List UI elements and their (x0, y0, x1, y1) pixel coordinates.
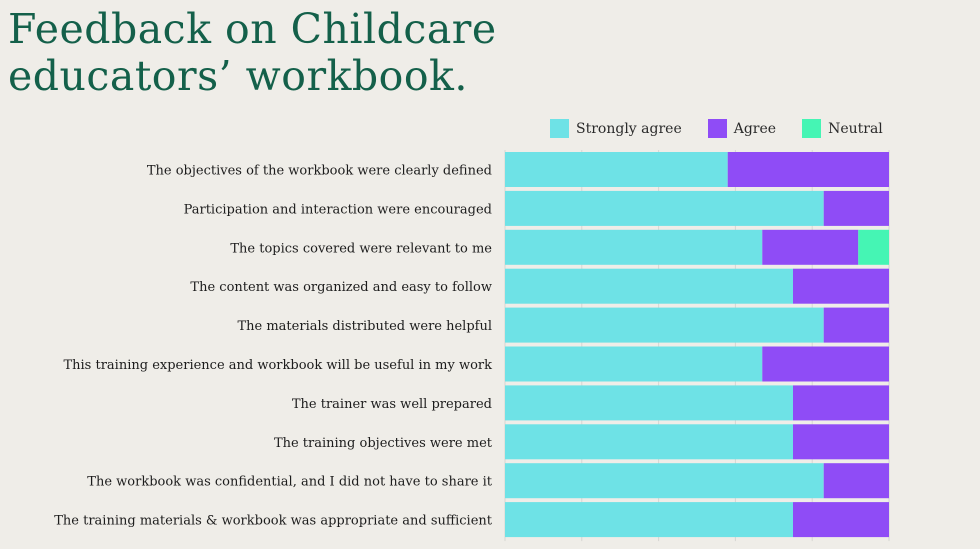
bar-segment-agree (823, 463, 889, 499)
bar-segment-agree (727, 152, 889, 187)
bar-row: The training objectives were met (274, 424, 889, 460)
chart-title: Feedback on Childcare educators’ workboo… (8, 6, 497, 100)
bar-row: The workbook was confidential, and I did… (87, 463, 889, 499)
legend-swatch-strongly-agree (550, 119, 569, 138)
category-label: Participation and interaction were encou… (184, 202, 492, 217)
bar-segment-agree (793, 424, 889, 460)
legend-swatch-neutral (802, 119, 822, 138)
legend-label-neutral: Neutral (828, 120, 883, 137)
bar-segment-strongly-agree (505, 152, 728, 187)
category-label: The training objectives were met (274, 436, 493, 451)
legend-label-agree: Agree (733, 120, 777, 137)
category-label: The training materials & workbook was ap… (54, 514, 493, 529)
title-line-2: educators’ workbook. (8, 52, 468, 100)
legend: Strongly agree Agree Neutral (550, 119, 909, 138)
bar-segment-agree (762, 346, 889, 382)
bar-segment-strongly-agree (505, 229, 763, 265)
legend-item-agree: Agree (707, 119, 777, 138)
bar-segment-strongly-agree (505, 268, 793, 304)
category-label: The materials distributed were helpful (237, 319, 492, 334)
bar-segment-strongly-agree (505, 307, 824, 343)
bar-segment-agree (823, 190, 889, 226)
legend-item-strongly-agree: Strongly agree (550, 119, 682, 138)
bar-segment-agree (793, 268, 889, 304)
bar-segment-strongly-agree (505, 190, 824, 226)
category-label: The objectives of the workbook were clea… (147, 164, 492, 179)
bar-segment-neutral (858, 229, 889, 265)
bar-segment-agree (793, 502, 889, 538)
bar-row: This training experience and workbook wi… (63, 346, 889, 382)
bar-row: The topics covered were relevant to me (230, 229, 889, 265)
legend-swatch-agree (707, 119, 727, 138)
legend-item-neutral: Neutral (802, 119, 883, 138)
bar-segment-agree (823, 307, 889, 343)
bar-segment-strongly-agree (505, 502, 793, 538)
category-label: The content was organized and easy to fo… (190, 280, 492, 295)
bar-row: Participation and interaction were encou… (184, 190, 889, 226)
bar-row: The objectives of the workbook were clea… (147, 152, 889, 187)
title-line-1: Feedback on Childcare (8, 5, 497, 53)
bar-segment-strongly-agree (505, 424, 793, 460)
category-label: The topics covered were relevant to me (230, 241, 492, 256)
bar-segment-agree (793, 385, 889, 421)
bar-row: The trainer was well prepared (292, 385, 889, 421)
category-label: The trainer was well prepared (292, 397, 492, 412)
bar-segment-strongly-agree (505, 346, 763, 382)
bar-segment-strongly-agree (505, 385, 793, 421)
category-label: The workbook was confidential, and I did… (87, 475, 492, 490)
bar-segment-agree (762, 229, 859, 265)
bar-row: The training materials & workbook was ap… (54, 502, 889, 538)
category-label: This training experience and workbook wi… (63, 358, 492, 373)
legend-label-strongly-agree: Strongly agree (576, 120, 682, 137)
bar-row: The materials distributed were helpful (237, 307, 889, 343)
bar-row: The content was organized and easy to fo… (190, 268, 889, 304)
bar-segment-strongly-agree (505, 463, 824, 499)
